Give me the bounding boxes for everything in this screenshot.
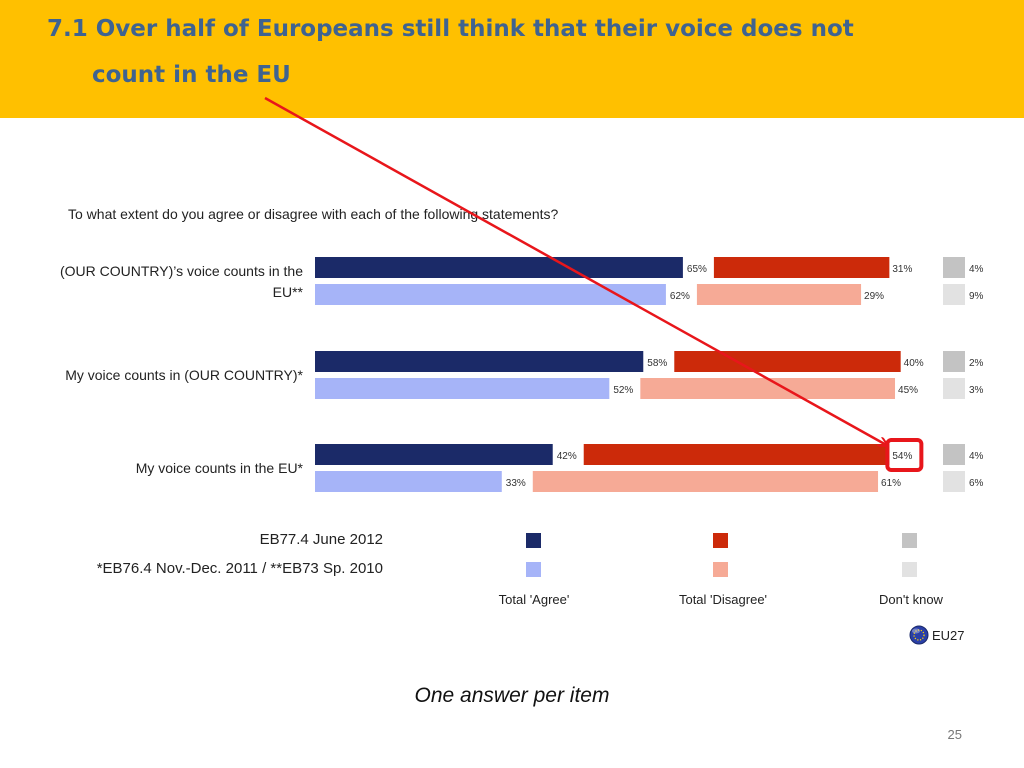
value-label-disagree: 31% — [892, 264, 912, 275]
bar-agree — [315, 351, 644, 372]
slide-title-line-1: 7.1 Over half of Europeans still think t… — [47, 16, 854, 42]
value-label-disagree: 40% — [904, 358, 924, 369]
value-label-agree: 62% — [670, 291, 690, 302]
bar-disagree — [532, 471, 879, 492]
legend-swatch-dont-know — [902, 562, 917, 577]
value-label-agree: 33% — [506, 478, 526, 489]
highlight-box — [885, 438, 924, 472]
bar-dont-know — [943, 257, 965, 278]
value-label-disagree: 29% — [864, 291, 884, 302]
bar-dont-know — [943, 351, 965, 372]
bar-agree — [315, 284, 666, 305]
value-label-dont-know: 9% — [969, 291, 984, 302]
legend-swatch-disagree — [713, 533, 728, 548]
category-label: EU** — [273, 284, 304, 300]
category-label: My voice counts in the EU* — [136, 460, 304, 476]
bar-agree — [315, 378, 610, 399]
legend-category: Don't know — [879, 592, 944, 607]
value-label-disagree: 45% — [898, 385, 918, 396]
value-label-agree: 42% — [557, 451, 577, 462]
bar-dont-know — [943, 471, 965, 492]
legend-swatch-agree — [526, 562, 541, 577]
eu-flag-globe-icon — [909, 625, 929, 645]
bar-disagree — [713, 257, 890, 278]
title-banner — [0, 0, 1024, 118]
value-label-agree: 65% — [687, 264, 707, 275]
bar-disagree — [583, 444, 890, 465]
region-label: EU27 — [932, 628, 965, 643]
legend-category: Total 'Agree' — [499, 592, 570, 607]
bar-disagree — [640, 378, 896, 399]
legend-category: Total 'Disagree' — [679, 592, 767, 607]
category-label: My voice counts in (OUR COUNTRY)* — [65, 367, 303, 383]
bar-disagree — [696, 284, 862, 305]
value-label-agree: 52% — [613, 385, 633, 396]
legend-label: *EB76.4 Nov.-Dec. 2011 / **EB73 Sp. 2010 — [97, 560, 383, 577]
value-label-dont-know: 3% — [969, 385, 984, 396]
value-label-dont-know: 4% — [969, 264, 984, 275]
chart-question: To what extent do you agree or disagree … — [68, 206, 559, 222]
value-label-dont-know: 2% — [969, 358, 984, 369]
bar-disagree — [674, 351, 901, 372]
footer-note: One answer per item — [414, 684, 610, 707]
page-number: 25 — [947, 727, 962, 742]
bar-agree — [315, 471, 502, 492]
value-label-dont-know: 4% — [969, 451, 984, 462]
bar-dont-know — [943, 444, 965, 465]
category-label: (OUR COUNTRY)’s voice counts in the — [60, 263, 303, 279]
value-label-dont-know: 6% — [969, 478, 984, 489]
legend-swatch-agree — [526, 533, 541, 548]
legend-label: EB77.4 June 2012 — [260, 531, 383, 548]
bar-agree — [315, 444, 553, 465]
bar-dont-know — [943, 284, 965, 305]
legend-swatch-disagree — [713, 562, 728, 577]
annotation-arrow — [264, 96, 886, 445]
slide-title-line-2: count in the EU — [92, 62, 291, 88]
bar-agree — [315, 257, 683, 278]
value-label-disagree: 54% — [892, 451, 912, 462]
legend-swatch-dont-know — [902, 533, 917, 548]
bar-dont-know — [943, 378, 965, 399]
value-label-disagree: 61% — [881, 478, 901, 489]
value-label-agree: 58% — [647, 358, 667, 369]
